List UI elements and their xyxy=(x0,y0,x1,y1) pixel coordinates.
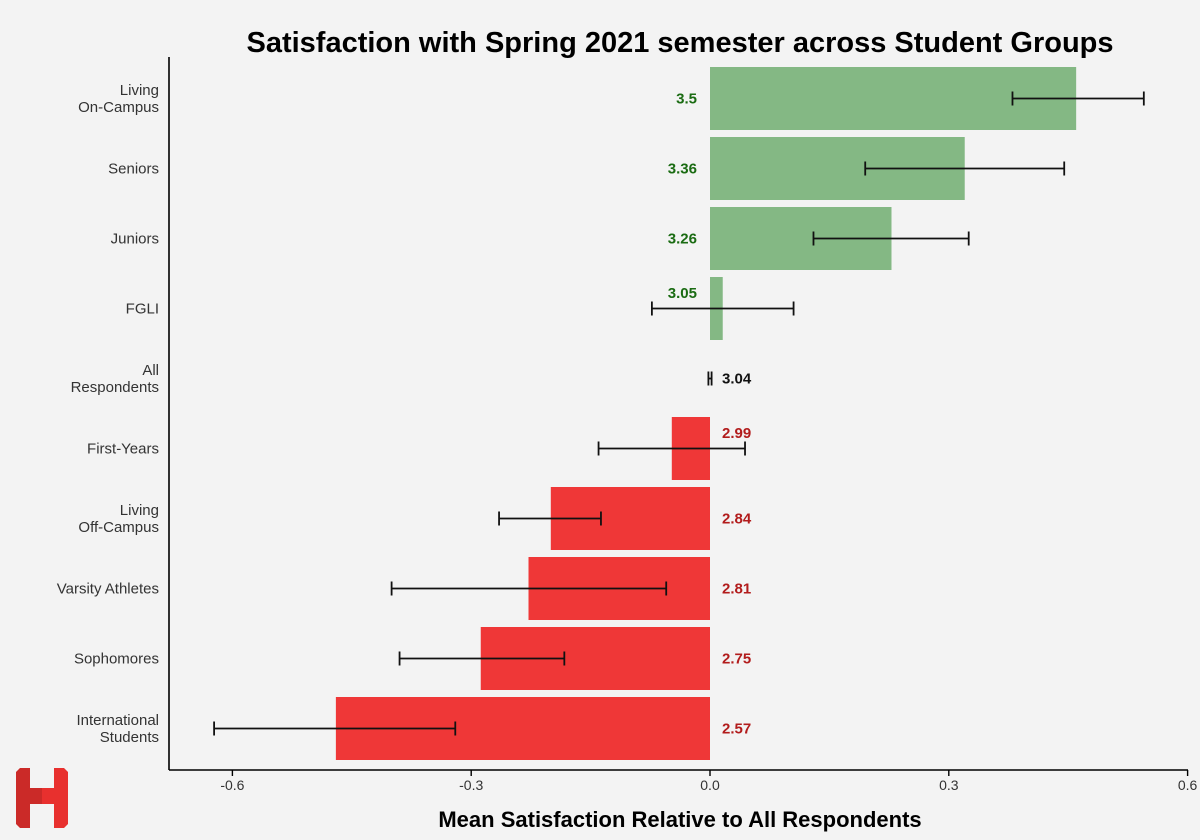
error-bar xyxy=(213,721,457,736)
x-ticks-group: -0.6 -0.3 0.0 0.3 0.6 xyxy=(220,770,1198,793)
value-label: 3.36 xyxy=(668,161,697,178)
category-label-line: Living xyxy=(120,82,159,99)
category-label-line: Students xyxy=(100,729,159,746)
value-label: 2.99 xyxy=(722,425,751,442)
category-label-line: Sophomores xyxy=(74,651,159,668)
value-labels-group: 3.5 3.36 3.26 3.05 3.04 2.99 2.84 2.81 2.75 2.57 xyxy=(668,91,752,738)
category-label-line: On-Campus xyxy=(78,99,159,116)
value-label: 3.26 xyxy=(668,231,697,248)
error-bar xyxy=(707,371,713,386)
error-bar xyxy=(1011,91,1145,106)
category-label: FGLI xyxy=(126,301,159,318)
category-label: All Respondents xyxy=(71,362,159,396)
x-tick-label: -0.6 xyxy=(220,777,244,793)
value-label: 2.84 xyxy=(722,511,752,528)
x-axis-label: Mean Satisfaction Relative to All Respon… xyxy=(438,807,921,832)
x-tick-label: 0.3 xyxy=(939,777,959,793)
category-label-line: Off-Campus xyxy=(78,519,159,536)
category-label: International Students xyxy=(76,712,159,746)
chart-title: Satisfaction with Spring 2021 semester a… xyxy=(246,27,1113,59)
category-label-line: Varsity Athletes xyxy=(57,581,159,598)
value-label: 3.04 xyxy=(722,371,752,388)
value-label: 3.05 xyxy=(668,285,697,302)
category-label-line: International xyxy=(76,712,159,729)
category-label-line: Seniors xyxy=(108,161,159,178)
error-bar xyxy=(390,581,668,596)
category-label-line: FGLI xyxy=(126,301,159,318)
x-tick-label: -0.3 xyxy=(459,777,483,793)
x-tick-label: 0.6 xyxy=(1178,777,1198,793)
category-label-line: First-Years xyxy=(87,441,159,458)
error-bars-group xyxy=(213,91,1145,736)
category-label: Living On-Campus xyxy=(78,82,159,116)
error-bar xyxy=(498,511,602,526)
category-label: Sophomores xyxy=(74,651,159,668)
category-label: Seniors xyxy=(108,161,159,178)
category-label-line: Living xyxy=(120,502,159,519)
value-label: 2.81 xyxy=(722,581,751,598)
category-label: Varsity Athletes xyxy=(57,581,159,598)
error-bar xyxy=(864,161,1066,176)
error-bar xyxy=(597,441,746,456)
category-label: Living Off-Campus xyxy=(78,502,159,536)
error-bar xyxy=(398,651,566,666)
category-label-line: Juniors xyxy=(111,231,159,248)
error-bar xyxy=(650,301,795,316)
category-label: Juniors xyxy=(111,231,159,248)
x-tick-label: 0.0 xyxy=(700,777,720,793)
category-label-line: All xyxy=(142,362,159,379)
error-bar xyxy=(812,231,970,246)
value-label: 2.57 xyxy=(722,721,751,738)
category-label-line: Respondents xyxy=(71,379,159,396)
harvard-h-logo xyxy=(16,768,68,828)
category-label: First-Years xyxy=(87,441,159,458)
value-label: 3.5 xyxy=(676,91,697,108)
value-label: 2.75 xyxy=(722,651,751,668)
bars-group xyxy=(335,67,1077,760)
